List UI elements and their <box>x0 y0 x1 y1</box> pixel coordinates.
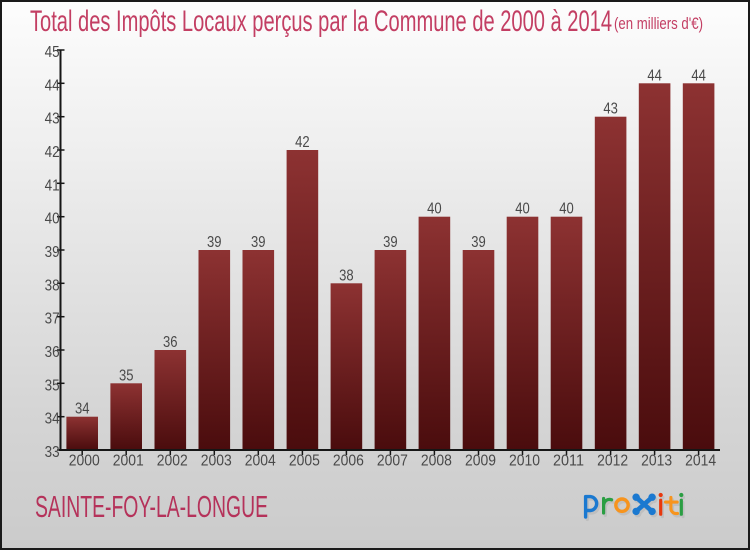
svg-text:2003: 2003 <box>201 453 232 470</box>
svg-text:39: 39 <box>207 234 222 251</box>
svg-text:43: 43 <box>603 101 618 118</box>
svg-text:2009: 2009 <box>465 453 496 470</box>
svg-text:44: 44 <box>691 67 706 84</box>
svg-text:2000: 2000 <box>69 453 100 470</box>
svg-text:2010: 2010 <box>509 453 540 470</box>
svg-text:45: 45 <box>45 44 60 61</box>
svg-text:37: 37 <box>45 311 60 328</box>
svg-text:33: 33 <box>45 444 60 461</box>
svg-text:43: 43 <box>45 111 60 128</box>
svg-text:40: 40 <box>559 201 574 218</box>
svg-text:39: 39 <box>251 234 266 251</box>
svg-text:2004: 2004 <box>245 453 276 470</box>
svg-text:38: 38 <box>339 267 354 284</box>
svg-text:34: 34 <box>75 401 90 418</box>
svg-text:42: 42 <box>45 144 60 161</box>
svg-text:41: 41 <box>45 177 60 194</box>
svg-text:34: 34 <box>45 411 60 428</box>
svg-text:2008: 2008 <box>421 453 452 470</box>
svg-text:42: 42 <box>295 134 310 151</box>
svg-text:44: 44 <box>45 77 60 94</box>
svg-text:2007: 2007 <box>377 453 408 470</box>
svg-text:2011: 2011 <box>553 453 584 470</box>
svg-text:39: 39 <box>383 234 398 251</box>
svg-text:39: 39 <box>471 234 486 251</box>
svg-text:2006: 2006 <box>333 453 364 470</box>
svg-text:(en milliers d'€): (en milliers d'€) <box>614 14 703 33</box>
svg-text:40: 40 <box>515 201 530 218</box>
svg-text:2001: 2001 <box>113 453 144 470</box>
svg-text:36: 36 <box>163 334 178 351</box>
svg-text:2005: 2005 <box>289 453 320 470</box>
svg-text:44: 44 <box>647 67 662 84</box>
svg-text:SAINTE-FOY-LA-LONGUE: SAINTE-FOY-LA-LONGUE <box>35 489 268 524</box>
svg-text:35: 35 <box>45 377 60 394</box>
svg-text:39: 39 <box>45 244 60 261</box>
svg-text:38: 38 <box>45 277 60 294</box>
svg-text:Total des Impôts Locaux perçus: Total des Impôts Locaux perçus par la Co… <box>30 5 612 38</box>
svg-text:40: 40 <box>45 211 60 228</box>
svg-text:2002: 2002 <box>157 453 188 470</box>
svg-text:2014: 2014 <box>685 453 716 470</box>
svg-text:40: 40 <box>427 201 442 218</box>
svg-text:2012: 2012 <box>597 453 628 470</box>
svg-text:2013: 2013 <box>641 453 672 470</box>
svg-text:36: 36 <box>45 344 60 361</box>
svg-text:35: 35 <box>119 367 134 384</box>
